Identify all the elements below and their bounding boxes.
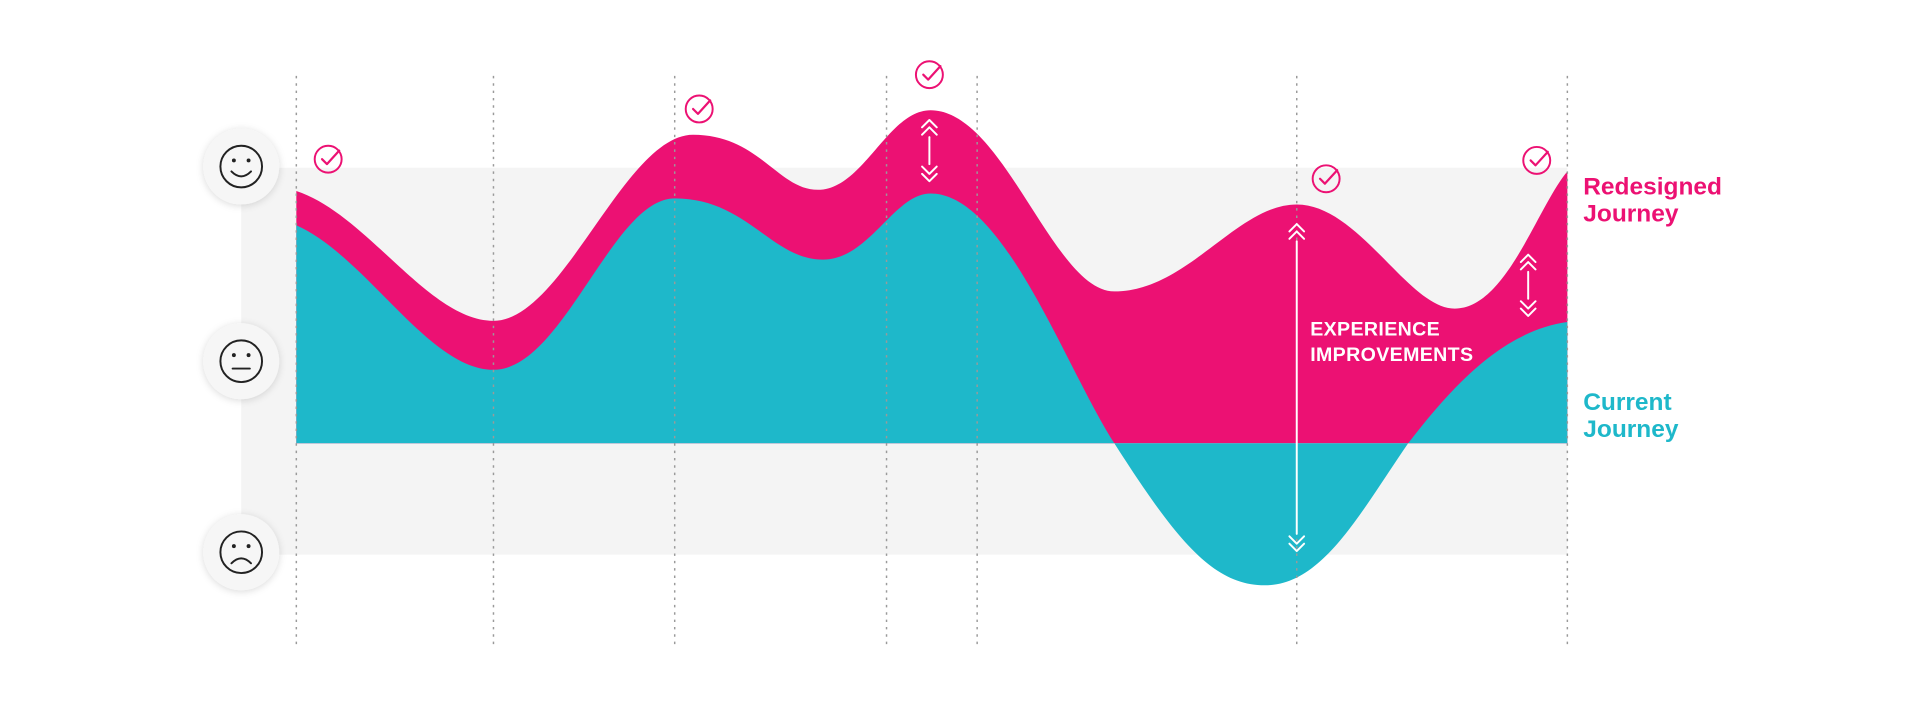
current-area: [296, 193, 1568, 586]
checkmarks: [313, 60, 1552, 194]
legend-redesigned: Journey: [1583, 201, 1679, 228]
check-icon: [1311, 164, 1341, 194]
diagram-body: EXPERIENCE IMPROVEMENTS Redesigned Journ…: [203, 60, 1722, 647]
annotation-line: EXPERIENCE: [1310, 319, 1440, 341]
happy-face: [203, 128, 280, 205]
faces: [203, 128, 280, 591]
check-icon: [1522, 145, 1552, 175]
check-icon: [313, 144, 343, 174]
face-bg: [203, 323, 280, 400]
neutral-face: [203, 323, 280, 400]
improvement-arrows: [921, 119, 1537, 553]
face-bg: [203, 514, 280, 591]
check-icon: [684, 94, 714, 124]
face-bg: [203, 128, 280, 205]
check-icon: [914, 60, 944, 90]
arrow: [1519, 253, 1537, 317]
legend-current: Current: [1583, 389, 1671, 416]
sad-face: [203, 514, 280, 591]
arrow: [1288, 223, 1306, 553]
annotation-line: IMPROVEMENTS: [1310, 344, 1473, 366]
legend-current: Journey: [1583, 416, 1679, 443]
legend-redesigned: Redesigned: [1583, 174, 1722, 201]
arrow: [921, 119, 938, 183]
